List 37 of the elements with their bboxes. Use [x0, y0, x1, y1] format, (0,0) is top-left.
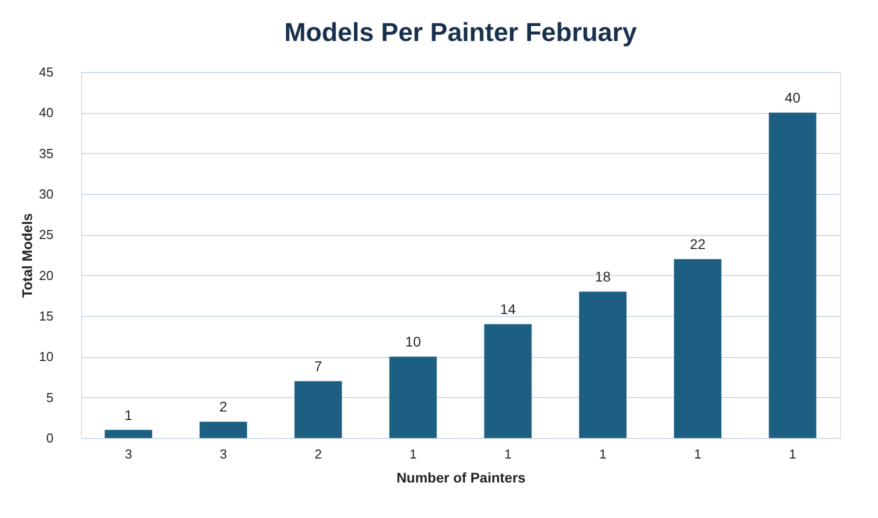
bar	[294, 381, 342, 438]
data-label: 40	[784, 90, 801, 106]
data-label: 10	[405, 334, 422, 350]
data-label: 1	[124, 406, 133, 423]
y-tick-label: 20	[39, 268, 54, 283]
x-tick-label: 2	[314, 446, 322, 462]
y-tick-label: 5	[46, 390, 54, 405]
y-tick-label: 10	[39, 349, 54, 364]
bar	[674, 259, 722, 438]
x-tick-label: 3	[124, 446, 132, 462]
y-tick-label: 35	[39, 146, 54, 161]
data-label: 18	[595, 268, 611, 285]
data-label: 22	[690, 236, 706, 252]
x-tick-label: 3	[220, 446, 227, 462]
bar	[579, 292, 627, 438]
x-tick-label: 1	[694, 446, 702, 462]
y-axis-title: Total Models	[19, 213, 36, 298]
chart-title: Models Per Painter February	[284, 17, 638, 47]
bar	[104, 430, 152, 438]
bar	[200, 422, 248, 438]
x-tick-label: 1	[599, 446, 606, 462]
bar	[389, 356, 437, 438]
y-tick-label: 45	[39, 64, 54, 80]
x-tick-label: 1	[788, 446, 796, 462]
y-tick-label: 30	[39, 186, 54, 202]
x-tick-label: 1	[504, 446, 512, 462]
data-label: 7	[314, 358, 322, 374]
x-tick-label: 1	[409, 446, 417, 462]
y-tick-label: 15	[39, 308, 54, 324]
y-tick-label: 40	[39, 105, 54, 120]
x-axis-title: Number of Painters	[396, 470, 526, 486]
y-tick-label: 25	[39, 227, 54, 242]
bar	[484, 324, 532, 438]
data-label: 14	[500, 301, 516, 318]
data-label: 2	[219, 398, 228, 415]
bar	[768, 112, 816, 438]
y-tick-label: 0	[46, 430, 54, 446]
